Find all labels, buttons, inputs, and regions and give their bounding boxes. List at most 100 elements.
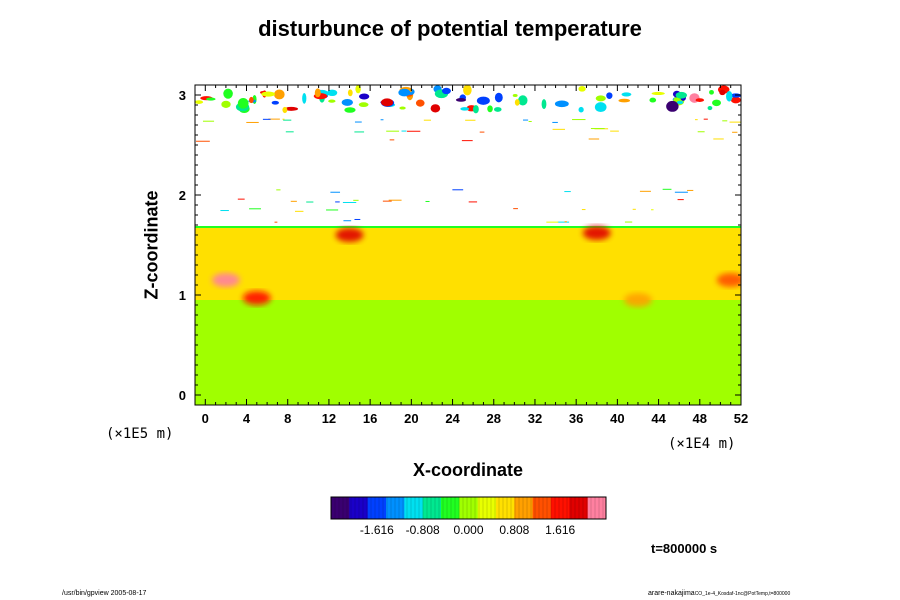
upper-streak	[276, 189, 281, 191]
x-tick-label: 52	[734, 411, 748, 426]
upper-streak	[528, 120, 532, 122]
upper-speckle	[221, 100, 231, 108]
upper-speckle	[719, 89, 726, 96]
upper-speckle	[494, 92, 503, 103]
y-scale-label: (×1E5 m)	[106, 426, 174, 442]
colorbar-swatch	[551, 497, 570, 519]
upper-streak	[326, 209, 339, 211]
upper-streak	[732, 131, 738, 133]
upper-speckle	[595, 95, 606, 102]
x-tick-label: 16	[363, 411, 377, 426]
x-tick-label: 48	[693, 411, 707, 426]
upper-speckle	[666, 100, 679, 112]
colorbar-swatch	[477, 497, 497, 519]
upper-speckle	[472, 105, 479, 114]
upper-streak	[674, 191, 688, 193]
colorbar: -1.616 -0.808 0.000 0.808 1.616	[330, 496, 607, 537]
upper-streak	[722, 120, 728, 122]
region-middle-layer	[195, 227, 741, 300]
upper-streak	[343, 220, 352, 222]
time-label: t=800000 s	[651, 541, 718, 556]
upper-speckle	[441, 87, 451, 95]
upper-speckle	[347, 89, 353, 97]
upper-speckle	[249, 96, 254, 104]
upper-speckle	[578, 86, 586, 92]
x-tick-label: 24	[445, 411, 460, 426]
footer-right-main: arare-nakajima	[648, 590, 695, 597]
upper-streak	[354, 121, 362, 123]
upper-speckle	[709, 90, 714, 95]
upper-speckle	[621, 92, 632, 97]
upper-streak	[572, 119, 586, 121]
upper-streak	[546, 221, 559, 223]
upper-streak	[564, 191, 571, 193]
region-lower-layer	[195, 300, 741, 405]
upper-speckle	[649, 97, 657, 103]
upper-speckle	[476, 96, 490, 105]
y-tick-label: 2	[179, 188, 186, 203]
upper-streak	[590, 128, 605, 130]
upper-speckle	[618, 98, 631, 103]
upper-speckle	[284, 106, 299, 111]
warm-patch	[582, 226, 611, 240]
colorbar-swatch	[459, 497, 479, 519]
colorbar-swatch	[587, 497, 607, 519]
upper-streak	[330, 191, 341, 193]
upper-speckle	[487, 105, 493, 113]
colorbar-swatch	[367, 497, 387, 519]
footer-right-small: CO_1e-4_Kosdaf-1nc@PotTemp,t=800000	[694, 591, 791, 597]
upper-streak	[220, 210, 229, 212]
x-tick-label: 0	[202, 411, 209, 426]
upper-streak	[380, 119, 384, 121]
footer-right: arare-nakajimaCO_1e-4_Kosdaf-1nc@PotTemp…	[648, 590, 790, 597]
upper-streak	[268, 118, 280, 120]
layer-top-edge	[195, 226, 741, 228]
upper-streak	[523, 119, 529, 121]
upper-streak	[401, 130, 407, 132]
colorbar-swatch	[441, 497, 460, 519]
upper-streak	[274, 221, 278, 223]
upper-speckle	[554, 100, 569, 108]
upper-streak	[452, 189, 464, 191]
upper-streak	[249, 208, 261, 210]
warm-patch	[211, 273, 240, 287]
upper-speckle	[274, 89, 285, 100]
upper-speckle	[341, 98, 354, 106]
upper-streak	[468, 201, 478, 203]
colorbar-swatch	[532, 497, 552, 519]
upper-speckle	[271, 100, 279, 105]
upper-speckle	[314, 88, 321, 98]
upper-streak	[513, 208, 518, 210]
upper-streak	[290, 200, 297, 202]
upper-speckle	[455, 98, 467, 102]
colorbar-frame	[330, 496, 607, 520]
upper-speckle	[415, 99, 425, 107]
y-tick-label: 3	[179, 88, 186, 103]
upper-streak	[662, 188, 672, 190]
upper-streak	[461, 140, 473, 142]
upper-streak	[610, 130, 619, 132]
colorbar-swatch	[514, 497, 534, 519]
upper-speckle	[328, 99, 336, 103]
upper-speckle	[463, 85, 472, 96]
upper-speckle	[578, 106, 584, 113]
upper-streak	[246, 121, 259, 123]
x-tick-label: 36	[569, 411, 583, 426]
upper-speckle	[518, 95, 528, 106]
upper-speckle	[675, 91, 688, 99]
upper-speckle	[358, 93, 370, 100]
upper-speckle	[358, 102, 369, 108]
upper-speckle	[594, 102, 607, 113]
upper-streak	[740, 121, 741, 123]
upper-streak	[262, 118, 271, 120]
x-axis-label: X-coordinate	[412, 460, 523, 480]
upper-streak	[354, 218, 361, 220]
y-tick-label: 1	[179, 288, 186, 303]
upper-streak	[651, 209, 654, 211]
colorbar-swatch	[569, 497, 589, 519]
warm-patch	[716, 273, 741, 287]
upper-speckle	[512, 93, 518, 97]
